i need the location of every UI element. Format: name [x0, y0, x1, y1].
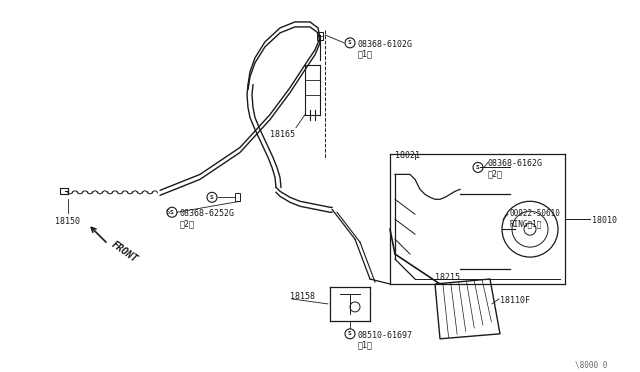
Text: S: S	[348, 331, 352, 336]
Text: 18110F: 18110F	[500, 296, 530, 305]
Text: 18215: 18215	[435, 273, 460, 282]
Text: 08510-61697: 08510-61697	[358, 331, 413, 340]
Text: 00922-50610: 00922-50610	[510, 209, 561, 218]
Text: 08368-6102G: 08368-6102G	[358, 40, 413, 49]
Text: S: S	[210, 195, 214, 200]
Text: FRONT: FRONT	[110, 239, 140, 264]
Text: （2）: （2）	[180, 219, 195, 228]
Text: RING（1）: RING（1）	[510, 219, 542, 228]
Bar	[235, 193, 240, 201]
Text: S: S	[170, 210, 174, 215]
Text: （2）: （2）	[488, 169, 503, 179]
Text: S: S	[476, 165, 480, 170]
Bar	[60, 188, 68, 194]
Text: 18165: 18165	[270, 129, 295, 138]
Text: S: S	[165, 209, 169, 215]
Text: 18021: 18021	[395, 151, 420, 160]
Text: S: S	[348, 40, 352, 45]
Text: 18150: 18150	[55, 217, 80, 226]
Text: 08368-6252G: 08368-6252G	[180, 209, 235, 218]
Text: （1）: （1）	[358, 341, 373, 350]
Text: 08368-6162G: 08368-6162G	[488, 160, 543, 169]
Bar	[317, 32, 323, 40]
Text: 18010: 18010	[592, 216, 617, 225]
Text: \8000 0: \8000 0	[575, 361, 607, 370]
Text: （1）: （1）	[358, 50, 373, 59]
Text: 18158: 18158	[290, 292, 315, 301]
